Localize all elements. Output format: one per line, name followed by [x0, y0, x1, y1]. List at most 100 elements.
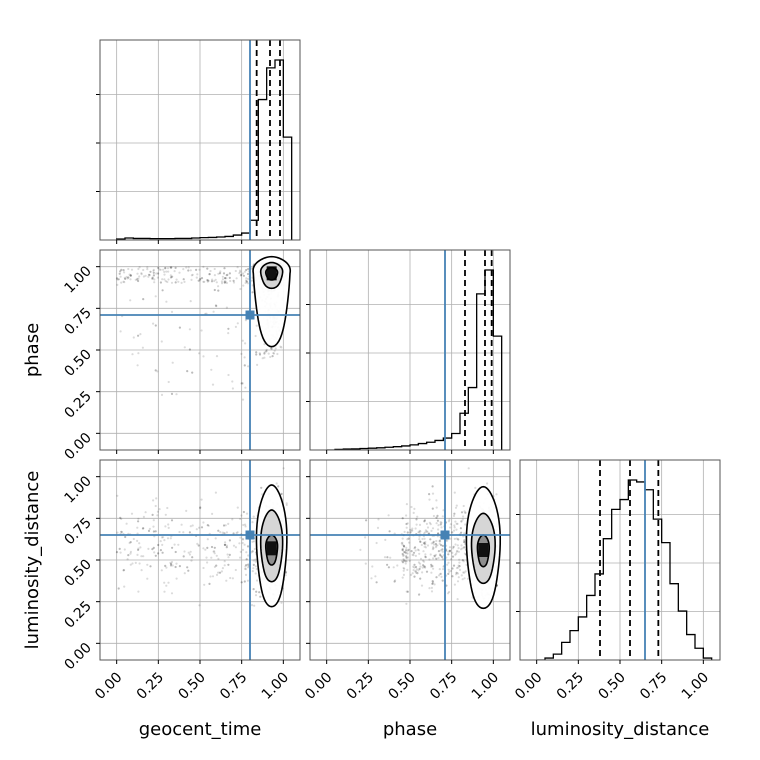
sample-point — [439, 521, 442, 524]
sample-point — [405, 555, 408, 558]
sample-point — [186, 566, 189, 569]
sample-point — [402, 544, 405, 548]
panel-hist-geocent-time — [96, 39, 301, 244]
sample-point — [161, 551, 164, 554]
sample-point — [223, 267, 226, 270]
sample-point — [406, 552, 409, 555]
sample-point — [170, 519, 174, 522]
sample-point — [440, 521, 443, 524]
sample-point — [263, 356, 266, 359]
sample-point — [422, 564, 425, 567]
sample-point — [449, 526, 452, 529]
sample-point — [138, 562, 141, 565]
sample-point — [460, 511, 464, 514]
sample-point — [438, 540, 441, 543]
sample-point — [457, 538, 460, 541]
sample-point — [406, 531, 409, 534]
sample-point — [226, 553, 229, 556]
sample-point — [159, 268, 162, 271]
sample-point — [231, 518, 234, 521]
sample-point — [425, 570, 429, 573]
sample-point — [189, 550, 192, 553]
sample-point — [118, 272, 121, 275]
sample-point — [371, 565, 374, 568]
sample-point — [408, 559, 411, 563]
sample-point — [414, 565, 418, 569]
sample-point — [447, 553, 450, 556]
sample-point — [413, 566, 416, 569]
sample-point — [410, 529, 413, 532]
sample-point — [127, 554, 130, 557]
sample-point — [462, 515, 465, 518]
sample-point — [447, 572, 450, 576]
sample-point — [252, 567, 255, 570]
sample-point — [423, 565, 426, 568]
panel-body — [100, 250, 300, 450]
sample-point — [117, 587, 120, 590]
sample-point — [232, 279, 235, 282]
sample-point — [265, 350, 268, 353]
sample-point — [151, 548, 154, 551]
sample-point — [213, 279, 216, 283]
sample-point — [238, 272, 241, 275]
sample-point — [402, 559, 406, 562]
x-tick-label-0: 0.00 — [512, 670, 545, 703]
sample-point — [432, 567, 435, 570]
sample-point — [152, 546, 155, 550]
sample-point — [463, 532, 466, 535]
sample-point — [116, 531, 119, 534]
sample-point — [163, 273, 166, 276]
sample-point — [142, 298, 145, 301]
sample-point — [165, 566, 168, 569]
sample-point — [200, 329, 203, 332]
sample-point — [174, 281, 177, 284]
truth-marker — [245, 310, 255, 320]
sample-point — [157, 552, 160, 555]
sample-point — [173, 543, 176, 546]
sample-point — [224, 524, 227, 527]
sample-point — [438, 574, 441, 577]
sample-point — [199, 507, 202, 510]
sample-point — [185, 509, 188, 512]
sample-point — [460, 531, 463, 534]
sample-point — [405, 526, 408, 529]
sample-point — [247, 563, 250, 566]
sample-point — [227, 556, 230, 559]
sample-point — [123, 568, 126, 572]
sample-point — [156, 276, 159, 279]
sample-point — [405, 556, 408, 559]
sample-point — [435, 576, 438, 579]
sample-point — [137, 279, 140, 283]
sample-point — [164, 513, 167, 516]
sample-point — [223, 280, 226, 283]
sample-point — [164, 564, 167, 568]
sample-point — [245, 268, 248, 272]
sample-point — [213, 546, 216, 549]
sample-point — [455, 550, 459, 553]
sample-point — [412, 565, 415, 568]
sample-point — [225, 274, 228, 277]
sample-point — [146, 563, 149, 566]
sample-point — [431, 548, 434, 551]
sample-point — [162, 536, 165, 539]
sample-point — [188, 553, 191, 556]
sample-point — [420, 584, 424, 587]
sample-point — [413, 563, 416, 566]
sample-point — [183, 280, 186, 283]
sample-point — [426, 544, 430, 547]
sample-point — [115, 551, 119, 554]
sample-point — [403, 545, 406, 548]
y-tick-label-1: 0.25 — [61, 388, 94, 421]
sample-point — [415, 568, 418, 571]
sample-point — [441, 556, 444, 559]
sample-point — [460, 531, 463, 534]
sample-point — [453, 491, 456, 494]
sample-point — [234, 325, 237, 328]
sample-point — [225, 281, 228, 285]
sample-point — [188, 328, 191, 331]
sample-point — [224, 280, 227, 283]
x-tick-label-0: 0.00 — [302, 670, 335, 703]
sample-point — [235, 532, 238, 535]
sample-point — [157, 552, 160, 555]
sample-point — [413, 575, 416, 578]
